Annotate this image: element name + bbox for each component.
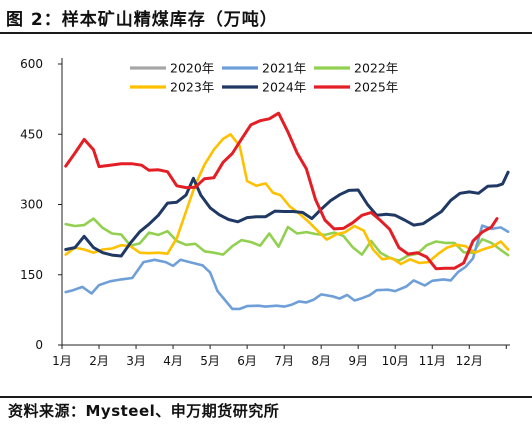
legend-label: 2023年	[170, 80, 214, 95]
chart-axes: 0 150 300 450 600 1月 2月 3月 4月 5月 6月 7月 8月 9月 10月 11月 12月	[20, 57, 510, 368]
legend-label: 2020年	[170, 61, 214, 76]
x-tick-label: 8月	[311, 354, 331, 368]
y-tick-label: 600	[20, 57, 43, 71]
legend-label: 2024年	[262, 80, 306, 95]
legend-label: 2022年	[354, 61, 398, 76]
legend-label: 2025年	[354, 80, 398, 95]
series-layer	[64, 111, 510, 311]
y-tick-label: 0	[35, 338, 43, 352]
title-bar: 图 2：样本矿山精煤库存（万吨）	[0, 0, 532, 30]
x-tick-label: 3月	[126, 354, 146, 368]
series-line-2021年	[64, 224, 510, 311]
series-line-2022年	[64, 217, 510, 262]
x-tick-label: 4月	[163, 354, 183, 368]
x-tick-label: 7月	[274, 354, 294, 368]
series-line-2025年	[64, 111, 499, 271]
x-tick-label: 5月	[200, 354, 220, 368]
x-tick-label: 11月	[419, 354, 446, 368]
x-tick-label: 6月	[237, 354, 257, 368]
series-line-2024年	[64, 170, 510, 258]
source-note: 资料来源：Mysteel、申万期货研究所	[8, 402, 280, 420]
chart-legend: 2020年 2021年 2022年 2023年 2024年 2025年	[130, 61, 398, 95]
source-divider	[0, 396, 532, 398]
x-tick-label: 12月	[456, 354, 483, 368]
y-tick-label: 450	[20, 127, 43, 141]
legend-label: 2021年	[262, 61, 306, 76]
title-divider	[0, 32, 532, 34]
x-tick-label: 1月	[52, 354, 72, 368]
y-tick-label: 300	[20, 198, 43, 212]
x-tick-label: 10月	[382, 354, 409, 368]
chart-title: 图 2：样本矿山精煤库存（万吨）	[6, 10, 278, 30]
x-tick-label: 9月	[348, 354, 368, 368]
x-tick-label: 2月	[89, 354, 109, 368]
chart-canvas: 0 150 300 450 600 1月 2月 3月 4月 5月 6月 7月 8月 9月 10月 11月 12月…	[20, 57, 510, 368]
series-line-2023年	[64, 133, 510, 266]
y-tick-label: 150	[20, 268, 43, 282]
